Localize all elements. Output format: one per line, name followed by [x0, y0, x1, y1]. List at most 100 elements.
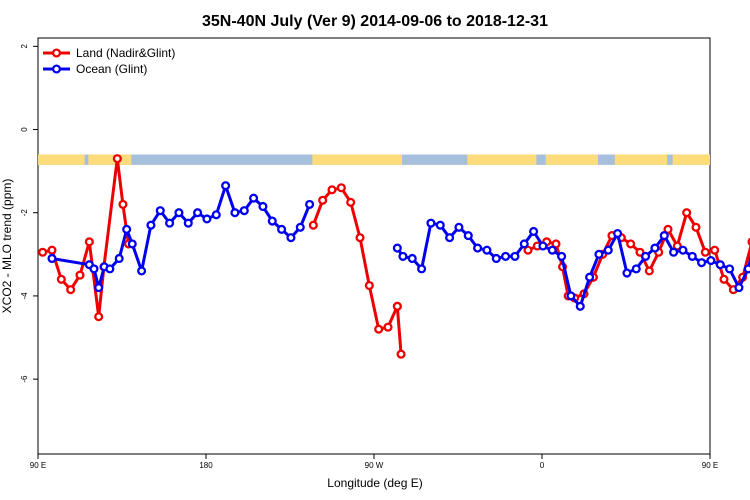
y-tick-label: -6 [20, 375, 29, 383]
series-1 [47, 181, 750, 311]
data-point [719, 274, 729, 284]
data-point [644, 266, 654, 276]
x-axis: 90 E 180 90 W 0 90 E [30, 454, 718, 470]
data-point [327, 185, 337, 195]
data-point [114, 253, 124, 264]
data-point [105, 264, 115, 274]
x-tick-label: 90 E [702, 461, 718, 470]
data-point [725, 264, 735, 274]
legend-marker [51, 64, 62, 74]
data-point [691, 222, 701, 232]
data-point [603, 245, 613, 255]
data-point [594, 249, 604, 259]
data-point [700, 247, 710, 257]
data-point [89, 264, 99, 274]
data-point [211, 210, 221, 220]
data-point [66, 285, 76, 295]
data-point [146, 220, 156, 230]
data-point [734, 283, 744, 293]
data-point [239, 206, 249, 216]
data-point [122, 224, 132, 234]
y-tick-label: 0 [20, 127, 29, 132]
data-point [659, 231, 669, 241]
data-point [682, 208, 692, 218]
series-line [41, 157, 130, 319]
data-point [510, 251, 520, 261]
data-point [547, 245, 557, 255]
series-line [50, 184, 312, 290]
data-point [56, 274, 66, 284]
data-point [392, 243, 402, 253]
plot-area [37, 37, 750, 455]
data-point [501, 251, 511, 261]
series-line [311, 186, 399, 331]
data-point [155, 206, 165, 216]
data-point [663, 224, 673, 234]
data-point [566, 291, 576, 301]
data-point [84, 237, 94, 247]
data-point [202, 214, 212, 224]
data-point [118, 199, 128, 209]
data-point [407, 253, 417, 264]
data-point [551, 239, 561, 249]
data-point [112, 154, 122, 164]
x-tick-label: 90 W [365, 461, 384, 470]
data-point [47, 253, 57, 264]
data-point [127, 239, 137, 249]
data-point [631, 264, 641, 274]
data-point [710, 245, 720, 255]
data-point [230, 208, 240, 218]
data-point [482, 245, 492, 255]
data-point [249, 193, 259, 203]
data-point [398, 251, 408, 261]
data-point [575, 301, 585, 311]
data-point [678, 245, 688, 255]
x-tick-label: 180 [199, 461, 213, 470]
data-point [523, 245, 533, 255]
data-point [383, 322, 393, 332]
data-point [697, 258, 707, 268]
band-land [38, 154, 85, 165]
y-tick-label: -4 [20, 292, 29, 300]
series-0 [38, 154, 750, 359]
data-point [38, 247, 48, 257]
band-land [88, 154, 132, 165]
data-point [258, 201, 268, 212]
series-layer [38, 154, 750, 359]
data-point [277, 224, 287, 234]
legend-label: Land (Nadir&Glint) [76, 46, 175, 60]
data-point [165, 218, 175, 228]
data-point [491, 253, 501, 264]
data-point [308, 220, 318, 230]
data-point [355, 233, 365, 243]
data-point [706, 256, 716, 266]
data-point [94, 283, 104, 293]
data-point [286, 233, 296, 243]
y-tick-label: -2 [20, 209, 29, 217]
band-land [312, 154, 402, 165]
data-point [295, 222, 305, 232]
data-point [626, 239, 636, 249]
series-line [395, 304, 403, 356]
data-point [557, 251, 567, 261]
data-point [650, 243, 660, 253]
data-point [336, 183, 346, 193]
data-point [454, 222, 464, 232]
chart-title: 35N-40N July (Ver 9) 2014-09-06 to 2018-… [202, 13, 548, 30]
data-point [221, 181, 231, 191]
data-point [75, 270, 85, 280]
data-point [137, 266, 147, 276]
band-land [614, 154, 668, 165]
y-axis: 2 0 -2 -4 -6 [20, 44, 38, 383]
data-point [743, 264, 750, 274]
data-point [47, 245, 57, 255]
data-point [538, 241, 548, 251]
data-point [174, 208, 184, 218]
data-point [94, 312, 104, 322]
data-point [445, 233, 455, 243]
data-point [463, 231, 473, 241]
data-point [435, 220, 445, 230]
data-point [635, 247, 645, 257]
x-tick-label: 90 E [30, 461, 46, 470]
data-point [392, 301, 402, 311]
